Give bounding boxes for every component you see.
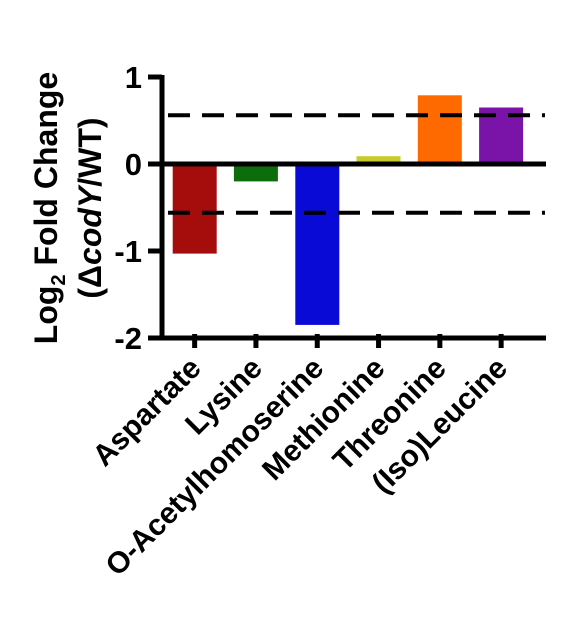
y-tick-labels: -2 -1 0 1 (114, 60, 142, 356)
y-tick-label: -2 (114, 321, 142, 356)
bar-aspartate (172, 164, 217, 254)
y-axis-label-line2: (ΔcodY/WT) (72, 117, 108, 298)
bar-methionine (356, 156, 401, 164)
y-tick-label: 1 (125, 60, 142, 95)
y-axis-label: Log2 Fold Change (ΔcodY/WT) (28, 72, 108, 344)
y-axis-label-line1: Log2 Fold Change (28, 72, 70, 344)
x-tick-labels: AspartateLysineO-AcetylhomoserineMethion… (86, 352, 514, 583)
y-tick-label: 0 (125, 147, 142, 182)
bars-group (172, 95, 524, 325)
axes-group (148, 74, 546, 348)
bar-lysine (233, 164, 278, 182)
threshold-lines (168, 113, 545, 215)
y-tick-label: -1 (114, 234, 142, 269)
bar-o-acetylhomoserine (295, 164, 340, 325)
bar-threonine (417, 95, 462, 164)
